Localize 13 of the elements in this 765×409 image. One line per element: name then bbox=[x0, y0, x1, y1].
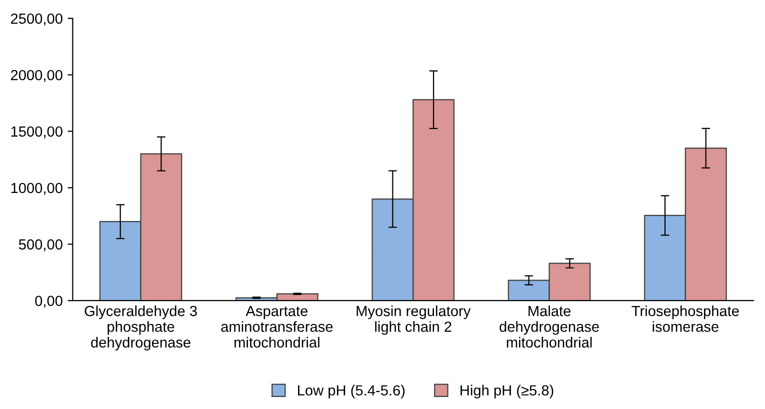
y-tick-label: 1500,00 bbox=[11, 126, 62, 138]
legend-label: High pH (≥5.8) bbox=[460, 384, 554, 398]
legend-label: Low pH (5.4-5.6) bbox=[298, 384, 405, 398]
x-tick-label: Myosin regulatory light chain 2 bbox=[356, 305, 471, 335]
y-tick-label: 2500,00 bbox=[10, 14, 62, 26]
y-tick-label: 1000,00 bbox=[11, 182, 62, 195]
y-tick-label: 0,00 bbox=[35, 296, 62, 308]
x-tick-label: Glyceraldehyde 3 phosphate dehydrogenase bbox=[84, 305, 197, 350]
x-tick-label: Aspartate aminotransferase mitochondrial bbox=[221, 306, 333, 348]
x-tick-label: Malate dehydrogenase mitochondrial bbox=[500, 305, 599, 348]
x-tick-label: Triosephosphate isomerase bbox=[632, 305, 739, 332]
y-tick-label: 500,00 bbox=[18, 239, 62, 252]
y-tick-label: 2000,00 bbox=[10, 70, 62, 82]
